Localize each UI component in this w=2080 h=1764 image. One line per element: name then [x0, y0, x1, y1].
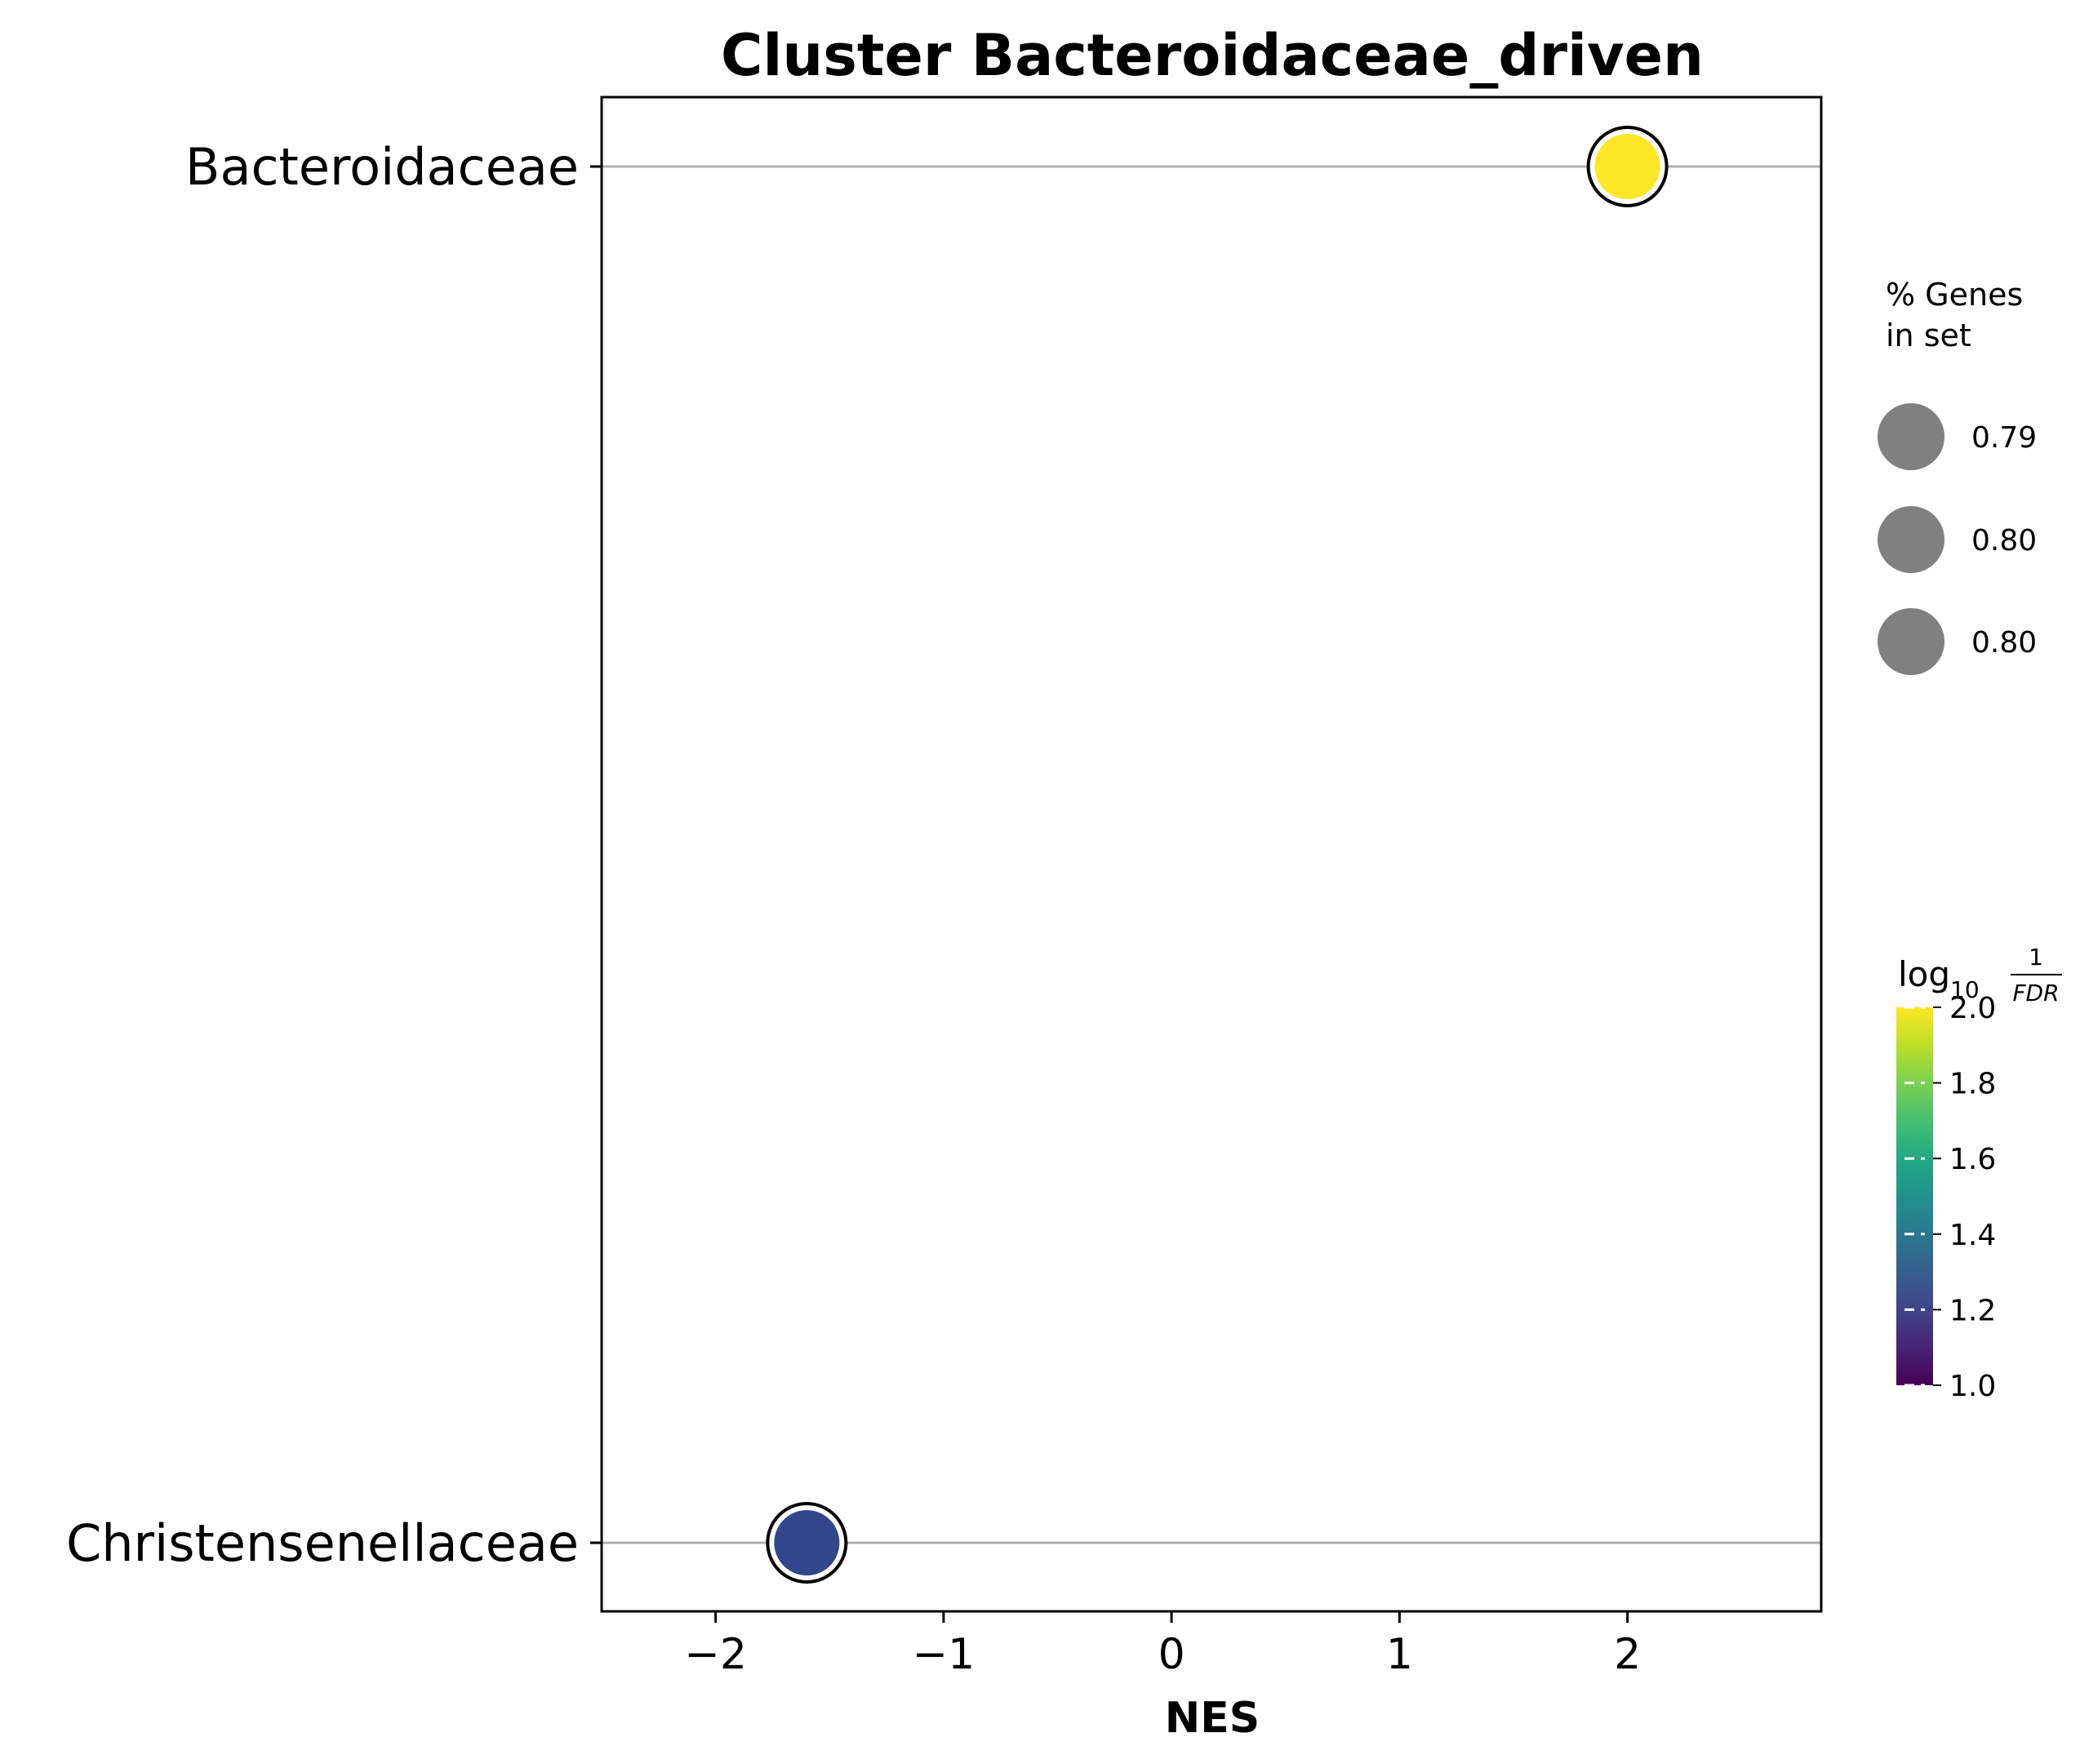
y-tick-label: Christensenellaceae	[66, 1513, 579, 1573]
point-bacteroidaceae	[1594, 134, 1660, 199]
colorbar-tick-label: 1.4	[1949, 1219, 1996, 1252]
size-legend-marker	[1878, 608, 1944, 675]
colorbar-title: log10	[1898, 954, 1980, 1003]
colorbar-tick-label: 2.0	[1949, 992, 1996, 1025]
colorbar-tick-label: 1.8	[1949, 1068, 1996, 1101]
colorbar-title-base: 10	[1950, 976, 1980, 1003]
size-legend: % Genes in set 0.79 0.80 0.80	[1878, 277, 2037, 675]
point-christensenellaceae	[774, 1510, 840, 1575]
size-legend-label: 0.79	[1971, 421, 2037, 455]
size-legend-marker	[1878, 506, 1944, 573]
size-legend-title-line2: in set	[1886, 318, 1971, 353]
size-legend-label: 0.80	[1971, 626, 2037, 660]
colorbar-tick-label: 1.0	[1949, 1370, 1996, 1403]
colorbar-title-log: log	[1898, 954, 1950, 994]
x-tick-label: −1	[913, 1630, 976, 1679]
colorbar: log10 1 FDR 1.0 1.2 1.4 1.6 1.8 2.0	[1896, 944, 2062, 1403]
y-tick-label: Bacteroidaceae	[185, 137, 579, 197]
x-tick-label: −2	[684, 1630, 747, 1679]
x-tick-label: 2	[1614, 1630, 1641, 1679]
plot-frame	[600, 96, 1823, 1613]
colorbar-title-numerator: 1	[2029, 944, 2043, 971]
size-legend-label: 0.80	[1971, 524, 2037, 558]
colorbar-tick-label: 1.2	[1949, 1294, 1996, 1327]
colorbar-tick-label: 1.6	[1949, 1143, 1996, 1176]
x-axis-label: NES	[1165, 1694, 1260, 1743]
plot-area: Bacteroidaceae Christensenellaceae −2 −1 0 1 2	[66, 96, 1823, 1679]
size-legend-title-line1: % Genes	[1886, 277, 2023, 313]
x-tick-label: 0	[1158, 1630, 1185, 1679]
x-tick-label: 1	[1386, 1630, 1413, 1679]
size-legend-marker	[1878, 403, 1944, 470]
colorbar-gradient	[1896, 1007, 1933, 1385]
colorbar-title-denominator: FDR	[2012, 980, 2059, 1006]
chart-title: Cluster Bacteroidaceae_driven	[721, 22, 1704, 89]
